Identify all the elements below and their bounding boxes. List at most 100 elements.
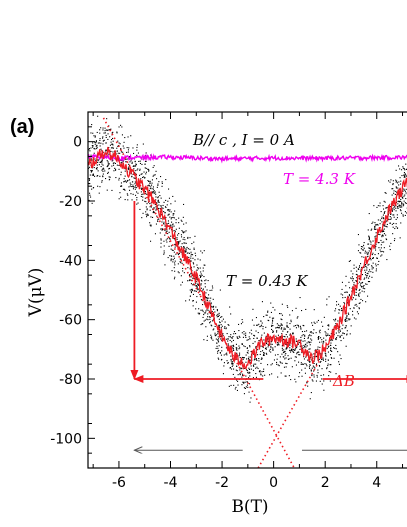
- raw-data-point: [160, 218, 162, 220]
- raw-data-point: [290, 321, 292, 323]
- raw-data-point: [99, 145, 101, 147]
- raw-data-point: [270, 347, 272, 349]
- raw-data-point: [101, 181, 103, 183]
- raw-data-point: [344, 291, 346, 293]
- raw-data-point: [295, 381, 297, 383]
- raw-data-point: [396, 214, 398, 216]
- raw-data-point: [175, 219, 177, 221]
- raw-data-point: [220, 324, 222, 326]
- raw-data-point: [170, 225, 172, 227]
- raw-data-point: [276, 358, 278, 360]
- raw-data-point: [202, 304, 204, 306]
- raw-data-point: [368, 250, 370, 252]
- raw-data-point: [395, 187, 397, 189]
- raw-data-point: [330, 342, 332, 344]
- raw-data-point: [309, 344, 311, 346]
- raw-data-point: [142, 193, 144, 195]
- raw-data-point: [111, 143, 113, 145]
- raw-data-point: [173, 230, 175, 232]
- raw-data-point: [201, 309, 203, 311]
- raw-data-point: [347, 302, 349, 304]
- raw-data-point: [319, 329, 321, 331]
- raw-data-point: [279, 313, 281, 315]
- raw-data-point: [270, 341, 272, 343]
- raw-data-point: [160, 238, 162, 240]
- raw-data-point: [133, 177, 135, 179]
- raw-data-point: [402, 167, 404, 169]
- raw-data-point: [341, 288, 343, 290]
- raw-data-point: [207, 299, 209, 301]
- raw-data-point: [96, 167, 98, 169]
- raw-data-point: [311, 379, 313, 381]
- raw-data-point: [203, 250, 205, 252]
- raw-data-point: [92, 132, 94, 134]
- raw-data-point: [223, 354, 225, 356]
- raw-data-point: [126, 151, 128, 153]
- raw-data-point: [361, 286, 363, 288]
- raw-data-point: [233, 345, 235, 347]
- raw-data-point: [375, 263, 377, 265]
- raw-data-point: [197, 283, 199, 285]
- raw-data-point: [152, 192, 154, 194]
- raw-data-point: [383, 241, 385, 243]
- raw-data-point: [320, 353, 322, 355]
- raw-data-point: [125, 181, 127, 183]
- raw-data-point: [371, 254, 373, 256]
- raw-data-point: [235, 333, 237, 335]
- raw-data-point: [368, 239, 370, 241]
- raw-data-point: [220, 354, 222, 356]
- raw-data-point: [243, 333, 245, 335]
- raw-data-point: [286, 363, 288, 365]
- raw-data-point: [377, 264, 379, 266]
- raw-data-point: [284, 375, 286, 377]
- raw-data-point: [121, 162, 123, 164]
- raw-data-point: [300, 362, 302, 364]
- raw-data-point: [142, 176, 144, 178]
- raw-data-point: [261, 324, 263, 326]
- raw-data-point: [128, 186, 130, 188]
- raw-data-point: [394, 238, 396, 240]
- raw-data-point: [200, 309, 202, 311]
- raw-data-point: [301, 335, 303, 337]
- raw-data-point: [359, 292, 361, 294]
- raw-data-point: [249, 332, 251, 334]
- raw-data-point: [262, 326, 264, 328]
- raw-data-point: [230, 355, 232, 357]
- raw-data-point: [399, 200, 401, 202]
- raw-data-point: [196, 279, 198, 281]
- raw-data-point: [218, 331, 220, 333]
- raw-data-point: [121, 134, 123, 136]
- raw-data-point: [93, 167, 95, 169]
- raw-data-point: [106, 118, 108, 120]
- raw-data-point: [401, 203, 403, 205]
- y-tick-label: -20: [59, 194, 82, 210]
- raw-data-point: [193, 241, 195, 243]
- raw-data-point: [118, 126, 120, 128]
- raw-data-point: [189, 289, 191, 291]
- raw-data-point: [360, 252, 362, 254]
- raw-data-point: [147, 185, 149, 187]
- raw-data-point: [263, 352, 265, 354]
- raw-data-point: [326, 298, 328, 300]
- raw-data-point: [155, 170, 157, 172]
- raw-data-point: [300, 340, 302, 342]
- raw-data-point: [316, 376, 318, 378]
- raw-data-point: [296, 324, 298, 326]
- raw-data-point: [101, 161, 103, 163]
- raw-data-point: [372, 257, 374, 259]
- raw-data-point: [301, 369, 303, 371]
- raw-data-point: [306, 330, 308, 332]
- raw-data-point: [313, 321, 315, 323]
- raw-data-point: [355, 288, 357, 290]
- raw-data-point: [107, 171, 109, 173]
- raw-data-point: [358, 266, 360, 268]
- raw-data-point: [355, 294, 357, 296]
- raw-data-point: [357, 294, 359, 296]
- raw-data-point: [297, 343, 299, 345]
- raw-data-point: [341, 310, 343, 312]
- raw-data-point: [249, 338, 251, 340]
- raw-data-point: [90, 154, 92, 156]
- raw-data-point: [390, 217, 392, 219]
- raw-data-point: [309, 331, 311, 333]
- raw-data-point: [350, 325, 352, 327]
